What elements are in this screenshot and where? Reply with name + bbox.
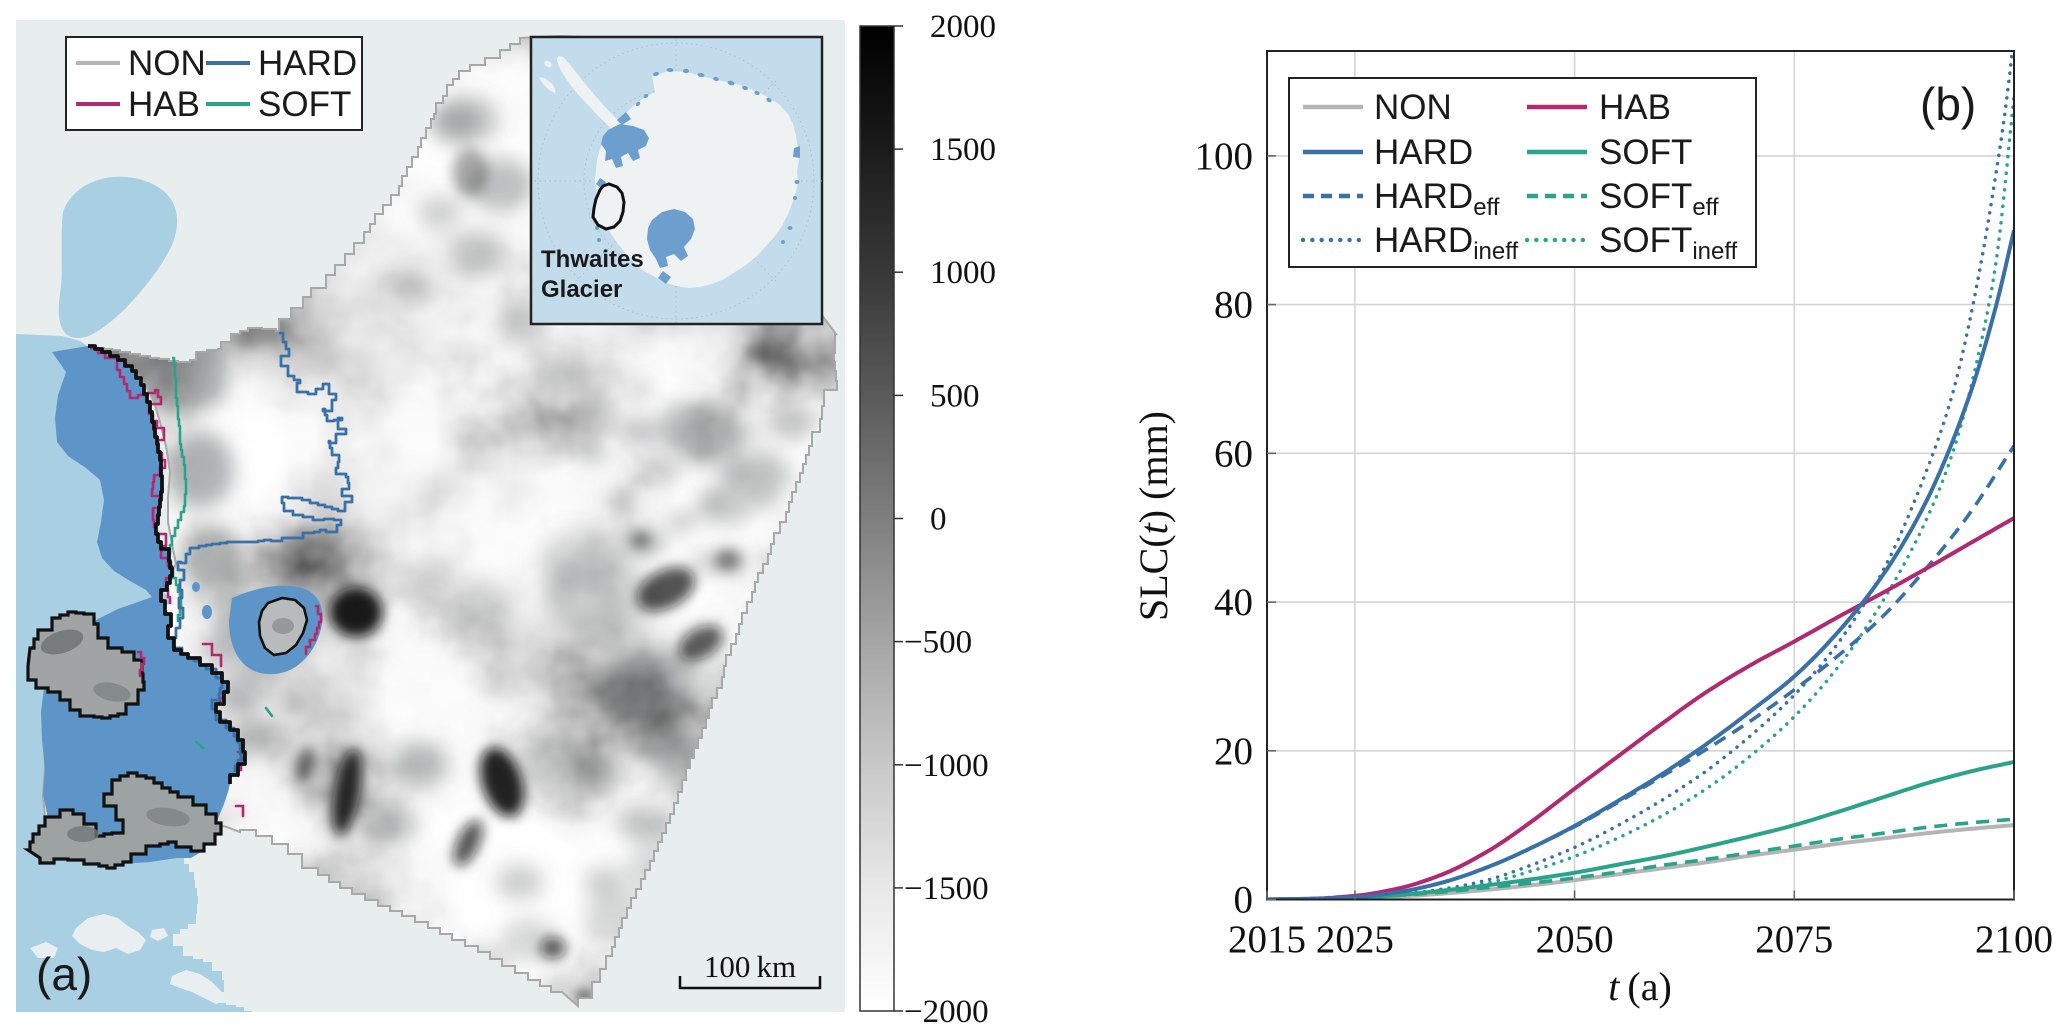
svg-text:1000: 1000 <box>930 255 996 291</box>
svg-text:2075: 2075 <box>1755 918 1833 961</box>
svg-text:60: 60 <box>1214 432 1253 475</box>
svg-text:SOFTeff: SOFTeff <box>1599 177 1719 221</box>
svg-text:2050: 2050 <box>1536 918 1614 961</box>
svg-text:SOFTineff: SOFTineff <box>1599 221 1738 265</box>
svg-text:0: 0 <box>1234 879 1254 922</box>
svg-text:SOFT: SOFT <box>258 85 351 124</box>
svg-text:100 km: 100 km <box>704 949 796 984</box>
svg-text:80: 80 <box>1214 284 1253 327</box>
svg-text:HARD: HARD <box>258 44 357 83</box>
svg-text:100: 100 <box>1195 135 1254 178</box>
svg-text:2015: 2015 <box>1228 918 1306 961</box>
svg-text:20: 20 <box>1214 730 1253 773</box>
svg-text:NON: NON <box>128 44 206 83</box>
svg-text:−500: −500 <box>904 625 972 661</box>
svg-text:1500: 1500 <box>930 132 996 168</box>
svg-text:Thwaites: Thwaites <box>541 246 644 273</box>
svg-text:SOFT: SOFT <box>1599 133 1692 172</box>
svg-text:2000: 2000 <box>930 9 996 45</box>
svg-text:Glacier: Glacier <box>541 276 622 303</box>
svg-text:(b): (b) <box>1920 78 1976 130</box>
svg-text:SLC(t) (mm): SLC(t) (mm) <box>1131 411 1176 621</box>
svg-text:−2000: −2000 <box>904 994 989 1030</box>
svg-text:0: 0 <box>930 502 947 538</box>
svg-text:HAB: HAB <box>128 85 200 124</box>
svg-text:HARD: HARD <box>1374 133 1473 172</box>
svg-text:−1000: −1000 <box>904 748 989 784</box>
svg-text:NON: NON <box>1374 88 1452 127</box>
svg-text:40: 40 <box>1214 581 1253 624</box>
svg-text:2100: 2100 <box>1975 918 2053 961</box>
svg-text:2025: 2025 <box>1316 918 1394 961</box>
svg-text:(a): (a) <box>36 948 92 1000</box>
svg-text:t (a): t (a) <box>1608 964 1672 1009</box>
svg-text:500: 500 <box>930 378 980 414</box>
svg-text:−1500: −1500 <box>904 871 989 907</box>
svg-text:HAB: HAB <box>1599 88 1671 127</box>
